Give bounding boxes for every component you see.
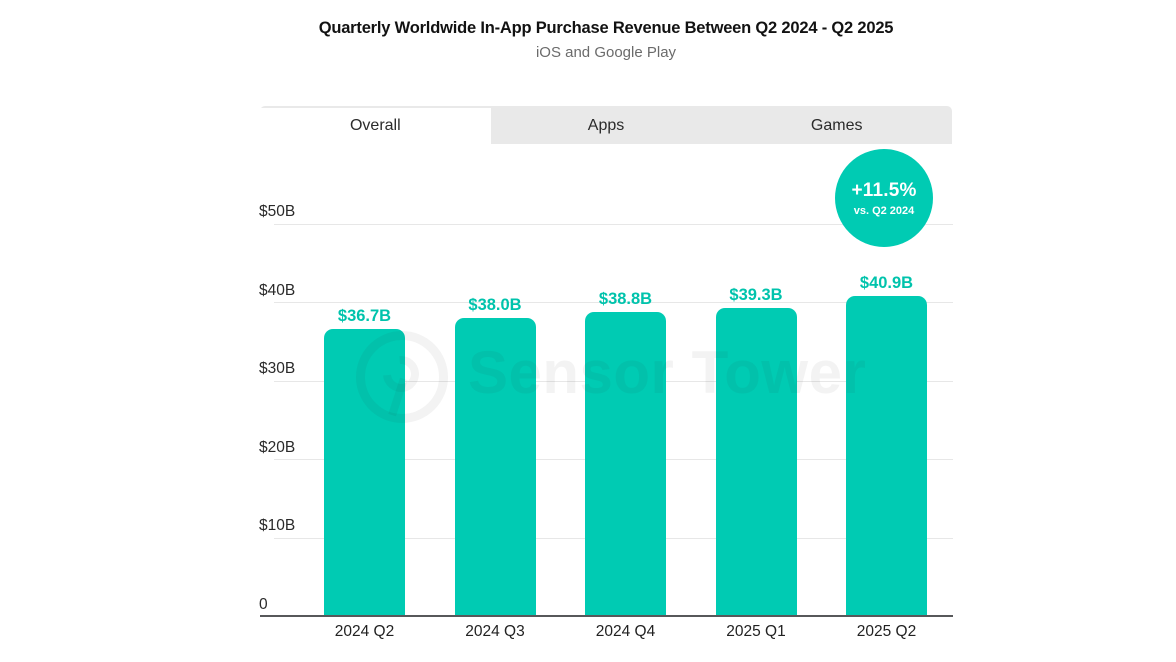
y-axis-label: $30B bbox=[259, 360, 296, 378]
bar-value-label: $38.0B bbox=[468, 296, 522, 315]
x-axis-label: 2025 Q2 bbox=[856, 623, 917, 640]
tab-apps[interactable]: Apps bbox=[587, 117, 625, 134]
bar-2024-q3[interactable] bbox=[454, 318, 536, 617]
x-axis-line bbox=[260, 615, 953, 617]
tab-overall[interactable]: Overall bbox=[260, 108, 491, 144]
bar-2024-q2[interactable] bbox=[324, 328, 405, 617]
bar-value-label: $40.9B bbox=[859, 273, 914, 292]
x-axis-label: 2024 Q3 bbox=[465, 623, 525, 640]
chart-subtitle: iOS and Google Play bbox=[535, 44, 677, 61]
bar-value-label: $39.3B bbox=[729, 286, 783, 305]
y-axis-label: $40B bbox=[259, 281, 296, 299]
y-axis-label: $50B bbox=[259, 203, 296, 220]
growth-badge-caption: vs. Q2 2024 bbox=[853, 204, 915, 217]
tab-bar: Overall Apps Games bbox=[260, 106, 952, 144]
bar-value-label: $36.7B bbox=[337, 306, 392, 325]
y-axis-label: $10B bbox=[259, 517, 296, 535]
bar-2024-q4[interactable] bbox=[585, 312, 666, 617]
chart-title: Quarterly Worldwide In-App Purchase Reve… bbox=[318, 19, 894, 37]
gridline bbox=[274, 302, 953, 304]
tab-games[interactable]: Games bbox=[810, 117, 863, 134]
x-axis-label: 2025 Q1 bbox=[726, 623, 786, 640]
bar-value-label: $38.8B bbox=[598, 290, 653, 309]
growth-badge: +11.5% vs. Q2 2024 bbox=[835, 149, 933, 247]
x-axis-label: 2024 Q2 bbox=[334, 623, 395, 640]
gridline bbox=[274, 223, 953, 225]
y-axis-label: $20B bbox=[259, 438, 296, 456]
x-axis-label: 2024 Q4 bbox=[595, 623, 656, 640]
y-axis-label: 0 bbox=[259, 596, 268, 613]
bar-2025-q1[interactable] bbox=[715, 308, 797, 617]
bar-2025-q2[interactable] bbox=[846, 295, 927, 617]
growth-badge-value: +11.5% bbox=[851, 179, 917, 201]
